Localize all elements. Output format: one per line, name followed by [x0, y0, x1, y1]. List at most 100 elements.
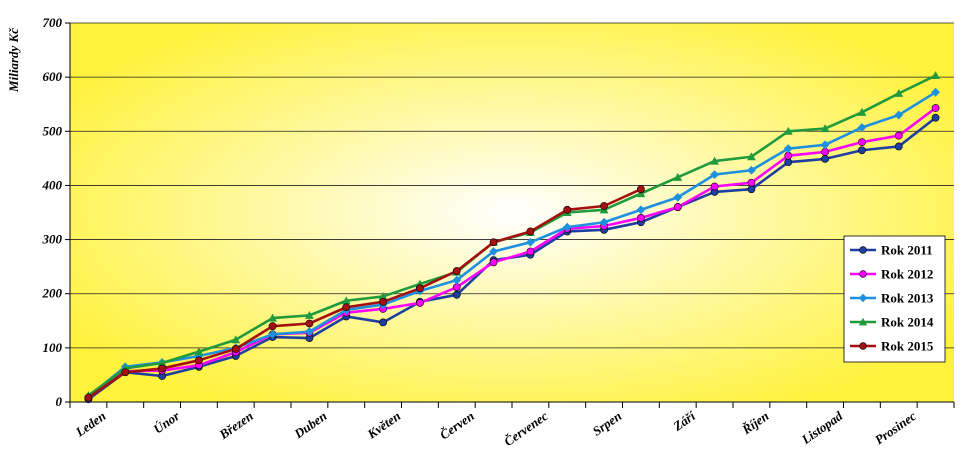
data-point	[489, 258, 498, 267]
data-point	[416, 299, 424, 307]
x-tick-label: Srpen	[590, 408, 625, 439]
legend-item: Rok 2013	[850, 291, 934, 306]
data-point	[820, 124, 830, 133]
data-point	[379, 318, 387, 327]
data-point	[673, 203, 682, 211]
data-point	[858, 138, 866, 147]
data-point	[452, 275, 462, 285]
data-point	[526, 247, 535, 256]
data-point	[710, 182, 719, 191]
x-tick-label: Březen	[216, 408, 256, 442]
data-point	[231, 345, 240, 353]
x-tick-label: Únor	[151, 408, 183, 437]
data-point	[894, 110, 904, 120]
y-axis-label: Miliardy Kč	[6, 27, 21, 93]
data-point	[341, 296, 351, 305]
data-point	[821, 147, 829, 156]
data-point	[857, 123, 867, 132]
data-point	[195, 356, 203, 365]
data-point	[231, 335, 241, 344]
data-point	[637, 185, 645, 194]
series-group	[84, 71, 940, 404]
data-point	[84, 393, 93, 402]
data-point	[194, 347, 204, 356]
x-tick-label: Září	[670, 407, 699, 434]
data-point	[342, 303, 351, 312]
data-point	[268, 329, 277, 339]
data-point	[859, 246, 867, 254]
data-point	[858, 293, 868, 303]
series-line	[87, 106, 937, 399]
data-point	[416, 284, 424, 293]
data-point	[305, 319, 314, 328]
x-tick-label: Červen	[437, 408, 477, 442]
data-point	[158, 364, 166, 373]
data-point	[931, 113, 940, 122]
data-point	[673, 192, 683, 202]
data-point	[379, 297, 387, 306]
data-point	[378, 292, 388, 300]
data-point	[784, 151, 793, 160]
x-tick-label: Duben	[291, 408, 330, 442]
data-point	[600, 202, 608, 210]
x-tick-label: Květen	[364, 408, 404, 442]
data-point	[452, 283, 461, 292]
x-tick-label: Leden	[72, 408, 109, 440]
y-tick-label: 600	[43, 69, 63, 84]
data-point	[858, 146, 866, 155]
data-point	[599, 217, 609, 227]
y-tick-label: 500	[43, 123, 63, 138]
gridlines	[70, 22, 954, 349]
data-point	[636, 205, 646, 215]
x-tick-label: Říjen	[738, 408, 771, 437]
data-point	[563, 205, 572, 214]
data-point	[305, 310, 314, 319]
data-point	[526, 237, 535, 247]
data-point	[931, 71, 940, 80]
data-point	[452, 267, 461, 275]
series-line	[87, 188, 642, 399]
data-point	[268, 322, 277, 331]
data-point	[157, 358, 167, 367]
data-point	[673, 172, 683, 181]
data-point	[710, 170, 719, 179]
series-rok-2015	[84, 185, 645, 402]
legend-label: Rok 2011	[881, 243, 933, 258]
data-point	[489, 247, 498, 256]
data-point	[931, 104, 940, 112]
data-point	[894, 88, 904, 97]
legend-item: Rok 2011	[850, 243, 933, 258]
legend-label: Rok 2012	[881, 267, 933, 282]
legend: Rok 2011 Rok 2012 Rok 2013 Rok 2014 Rok 2015	[843, 235, 946, 363]
data-point	[268, 313, 277, 322]
data-point	[784, 158, 793, 167]
data-point	[747, 185, 756, 194]
data-point	[894, 131, 903, 140]
legend-item: Rok 2014	[850, 315, 934, 330]
data-point	[526, 227, 535, 236]
data-point	[857, 107, 867, 116]
data-point	[931, 87, 940, 97]
data-point	[747, 152, 756, 161]
data-point	[894, 142, 903, 151]
data-point	[747, 165, 756, 175]
legend-label: Rok 2015	[881, 339, 934, 354]
y-tick-label: 700	[43, 15, 63, 30]
x-tick-label: Listopad	[798, 408, 846, 448]
data-point	[637, 214, 645, 222]
data-point	[489, 238, 498, 247]
legend-item: Rok 2012	[850, 267, 933, 282]
y-tick-labels: 0 100 200 300 400 500 600 700	[42, 15, 63, 409]
y-tick-label: 0	[56, 394, 63, 409]
y-tick-label: 400	[42, 177, 63, 192]
data-point	[783, 126, 793, 135]
x-tick-label: Prosinec	[872, 408, 919, 447]
axes	[65, 22, 955, 408]
data-point	[562, 222, 572, 232]
series-line	[87, 91, 937, 398]
legend-item: Rok 2015	[850, 339, 934, 354]
x-tick-labels: Leden Únor Březen Duben Květen Červen Červenec…	[72, 407, 919, 449]
plot-area	[70, 23, 954, 402]
y-tick-label: 100	[43, 340, 63, 355]
y-tick-label: 200	[42, 286, 63, 301]
